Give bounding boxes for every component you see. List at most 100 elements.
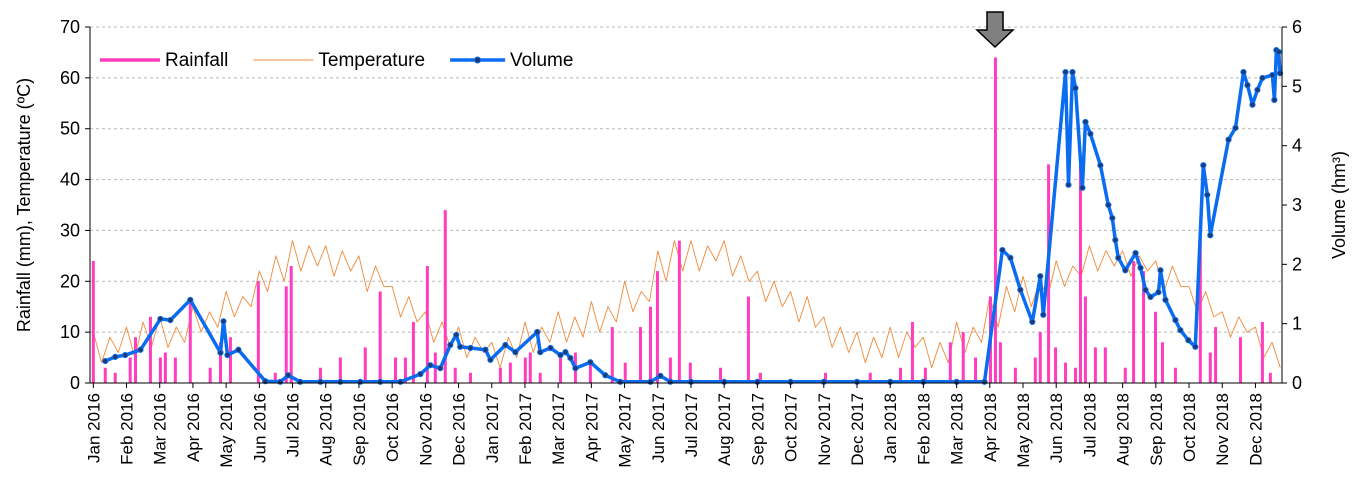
volume-marker — [1200, 162, 1207, 169]
volume-marker — [1249, 101, 1256, 108]
volume-marker — [157, 315, 164, 323]
volume-marker — [1269, 71, 1276, 79]
y2-tick-label: 1 — [1292, 314, 1302, 334]
y2-tick-label: 2 — [1292, 254, 1302, 274]
volume-marker — [377, 378, 384, 385]
volume-marker — [137, 346, 144, 353]
volume-marker — [224, 352, 231, 359]
volume-marker — [1271, 96, 1278, 104]
volume-marker — [1225, 136, 1232, 143]
volume-marker — [112, 353, 119, 360]
temperature-line — [92, 240, 1281, 369]
legend-item: Temperature — [253, 50, 425, 71]
volume-marker — [667, 378, 674, 385]
volume-marker — [1155, 289, 1162, 296]
volume-marker — [397, 378, 404, 385]
x-tick-label: Mar 2017 — [549, 393, 568, 465]
volume-marker — [1204, 191, 1211, 199]
x-tick-label: Sep 2017 — [748, 393, 767, 466]
legend-marker — [474, 56, 482, 64]
x-tick-label: Feb 2018 — [914, 393, 933, 465]
volume-marker — [1177, 327, 1184, 334]
x-tick-label: Jan 2017 — [483, 393, 502, 463]
legend-label: Temperature — [318, 50, 425, 71]
y-tick-label: 50 — [60, 119, 80, 139]
legend-item: Rainfall — [100, 50, 228, 71]
volume-marker — [1132, 249, 1139, 257]
y-tick-label: 0 — [70, 373, 80, 393]
volume-marker — [537, 349, 544, 356]
volume-marker — [487, 356, 494, 363]
x-tick-label: Apr 2018 — [981, 393, 1000, 462]
volume-marker — [235, 346, 242, 353]
volume-marker — [617, 378, 624, 385]
volume-marker — [1082, 118, 1089, 126]
x-tick-label: Jan 2018 — [881, 393, 900, 463]
volume-marker — [417, 371, 424, 378]
y-tick-label: 10 — [60, 322, 80, 342]
y-tick-label: 20 — [60, 271, 80, 291]
volume-marker — [285, 372, 292, 379]
volume-marker — [547, 344, 554, 352]
volume-marker — [1122, 267, 1129, 274]
x-tick-label: Dec 2018 — [1246, 393, 1265, 466]
volume-marker — [482, 346, 489, 353]
x-tick-label: Apr 2017 — [582, 393, 601, 462]
legend-item: Volume — [450, 50, 573, 71]
volume-marker — [1079, 184, 1086, 191]
x-tick-label: Aug 2018 — [1114, 393, 1133, 466]
volume-marker — [220, 318, 227, 325]
volume-marker — [457, 343, 464, 350]
legend-label: Rainfall — [165, 50, 228, 71]
volume-marker — [647, 378, 654, 385]
x-tick-label: Nov 2017 — [815, 393, 834, 466]
volume-marker — [1240, 68, 1247, 76]
volume-marker — [447, 341, 454, 349]
x-tick-label: Mar 2016 — [151, 393, 170, 465]
volume-marker — [1275, 48, 1282, 56]
x-tick-label: Nov 2018 — [1213, 393, 1232, 466]
volume-marker — [167, 317, 174, 324]
volume-marker — [1157, 267, 1164, 274]
x-tick-label: Mar 2018 — [948, 393, 967, 465]
volume-marker — [1147, 293, 1154, 301]
volume-marker — [657, 372, 664, 379]
volume-marker — [453, 331, 460, 339]
volume-marker — [1192, 343, 1199, 350]
volume-marker — [1162, 296, 1169, 304]
x-tick-label: Dec 2017 — [848, 393, 867, 466]
volume-marker — [557, 352, 564, 359]
volume-marker — [587, 359, 594, 366]
volume-marker — [1232, 124, 1239, 131]
volume-marker — [1040, 311, 1047, 318]
volume-marker — [102, 357, 109, 365]
x-tick-label: May 2016 — [217, 393, 236, 468]
x-tick-label: May 2017 — [616, 393, 635, 468]
y2-tick-label: 3 — [1292, 195, 1302, 215]
volume-marker — [1087, 130, 1094, 137]
x-tick-label: Jul 2017 — [682, 393, 701, 457]
volume-marker — [999, 246, 1006, 254]
x-tick-label: Feb 2016 — [118, 393, 137, 465]
y2-tick-label: 4 — [1292, 136, 1302, 156]
x-tick-label: Jul 2016 — [284, 393, 303, 457]
volume-marker — [1254, 86, 1261, 93]
x-tick-label: Apr 2016 — [184, 393, 203, 462]
y2-tick-label: 6 — [1292, 17, 1302, 37]
volume-marker — [1069, 68, 1076, 76]
volume-marker — [502, 341, 509, 349]
volume-marker — [1029, 318, 1036, 325]
volume-marker — [567, 354, 574, 362]
volume-marker — [187, 296, 194, 304]
y2-tick-label: 5 — [1292, 76, 1302, 96]
x-tick-label: Sep 2018 — [1147, 393, 1166, 466]
volume-marker — [1185, 337, 1192, 344]
volume-marker — [1097, 162, 1104, 169]
volume-marker — [1109, 214, 1116, 222]
volume-marker — [317, 378, 324, 385]
legend-label: Volume — [510, 50, 573, 71]
volume-marker — [981, 378, 988, 385]
volume-marker — [1062, 68, 1069, 76]
